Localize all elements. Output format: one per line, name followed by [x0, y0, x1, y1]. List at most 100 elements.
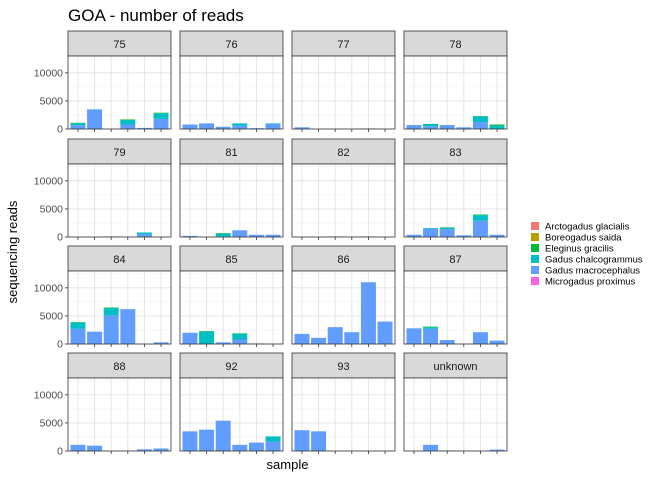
bar-segment — [472, 332, 488, 344]
bar-segment — [136, 232, 152, 235]
bar-segment — [120, 119, 136, 121]
bar-segment — [472, 215, 488, 221]
facet-strip — [67, 352, 172, 379]
bar-segment — [423, 124, 439, 127]
facet-strip-label: 93 — [337, 361, 349, 373]
facet-panel: 86 — [291, 245, 396, 347]
bar-segment — [406, 125, 422, 129]
bar-segment — [377, 321, 393, 344]
facet-strip — [67, 138, 172, 165]
panel-border — [403, 270, 508, 345]
facet-strip-label: 76 — [225, 39, 237, 51]
panel-border — [291, 163, 396, 238]
bar-segment — [153, 342, 169, 344]
bar-segment — [439, 340, 455, 344]
facet-panel: 75 0 5000 10000 — [34, 30, 172, 136]
bar-segment — [344, 332, 360, 344]
bar-segment — [215, 126, 231, 129]
y-tick-label: 0 — [57, 446, 63, 458]
bar-segment — [87, 109, 103, 129]
y-tick-label: 0 — [57, 232, 63, 244]
facet-strip — [291, 245, 396, 272]
bar-segment — [153, 448, 169, 451]
panel-border — [403, 55, 508, 130]
facet-strip-label: 79 — [113, 147, 125, 159]
facet-strip — [67, 30, 172, 57]
legend-label: Gadus chalcogrammus — [545, 255, 643, 266]
bar-segment — [248, 128, 264, 129]
facet-panel: 78 — [403, 30, 508, 132]
bar-segment — [472, 122, 488, 129]
bar-segment — [265, 436, 281, 442]
bar-segment — [311, 431, 327, 451]
y-tick-label: 10000 — [34, 175, 63, 187]
bar-segment — [265, 123, 281, 124]
facet-strip — [291, 138, 396, 165]
bar-segment — [489, 124, 505, 126]
facet-strip — [67, 245, 172, 272]
bar-segment — [232, 333, 248, 340]
bar-segment — [232, 339, 248, 344]
bar-segment — [182, 332, 198, 344]
bar-segment — [294, 430, 310, 451]
bar-segment — [136, 127, 152, 129]
panel-border — [403, 377, 508, 452]
y-tick-label: 5000 — [40, 203, 64, 215]
facet-strip — [291, 30, 396, 57]
bar-segment — [182, 124, 198, 129]
facet-panel: 87 — [403, 245, 508, 347]
bar-segment — [294, 127, 310, 129]
facet-strip-label: 87 — [449, 254, 461, 266]
legend-swatch — [531, 233, 539, 241]
y-tick-label: 5000 — [40, 95, 64, 107]
facet-strip — [403, 138, 508, 165]
facet-strip-label: 81 — [225, 147, 237, 159]
facet-panels: 75 0 5000 10000 76 77 78 79 0 5000 10000 81 82 83 84 0 5… — [34, 30, 508, 458]
facet-panel: 88 0 5000 10000 — [34, 352, 172, 458]
legend-swatch — [531, 255, 539, 263]
bar-segment — [439, 125, 455, 129]
bar-segment — [215, 233, 231, 237]
panel-border — [179, 55, 284, 130]
facet-panel: 77 — [291, 30, 396, 132]
panel-border — [179, 377, 284, 452]
facet-strip — [179, 352, 284, 379]
bar-segment — [472, 214, 488, 216]
legend-label: Eleginus gracilis — [545, 244, 614, 255]
panel-background — [292, 164, 395, 237]
bar-segment — [199, 331, 215, 332]
bar-segment — [70, 322, 86, 323]
facet-strip-label: 77 — [337, 39, 349, 51]
bar-segment — [265, 234, 281, 237]
bar-segment — [423, 228, 439, 229]
bar-segment — [103, 307, 119, 309]
facet-strip-label: 75 — [113, 39, 125, 51]
bar-segment — [136, 449, 152, 451]
bar-segment — [232, 333, 248, 334]
y-tick-label: 5000 — [40, 310, 64, 322]
bar-segment — [423, 228, 439, 237]
bar-segment — [120, 124, 136, 129]
bar-segment — [265, 441, 281, 451]
bar-segment — [182, 431, 198, 451]
facet-strip-label: 83 — [449, 147, 461, 159]
y-tick-label: 0 — [57, 339, 63, 351]
chart-title: GOA - number of reads — [68, 6, 244, 25]
panel-background — [68, 378, 171, 451]
bar-segment — [153, 113, 169, 119]
panel-border — [291, 377, 396, 452]
bar-segment — [423, 327, 439, 329]
bar-segment — [248, 234, 264, 237]
bar-segment — [311, 337, 327, 344]
bar-segment — [423, 444, 439, 451]
bar-segment — [70, 328, 86, 344]
bar-segment — [87, 331, 103, 344]
bar-segment — [153, 112, 169, 114]
facet-panel: 81 — [179, 138, 284, 240]
legend-label: Arctogadus glacialis — [545, 222, 630, 233]
facet-strip-label: unknown — [433, 361, 477, 373]
bar-segment — [153, 118, 169, 129]
bar-segment — [248, 442, 264, 451]
bar-segment — [439, 227, 455, 229]
facet-strip — [403, 30, 508, 57]
